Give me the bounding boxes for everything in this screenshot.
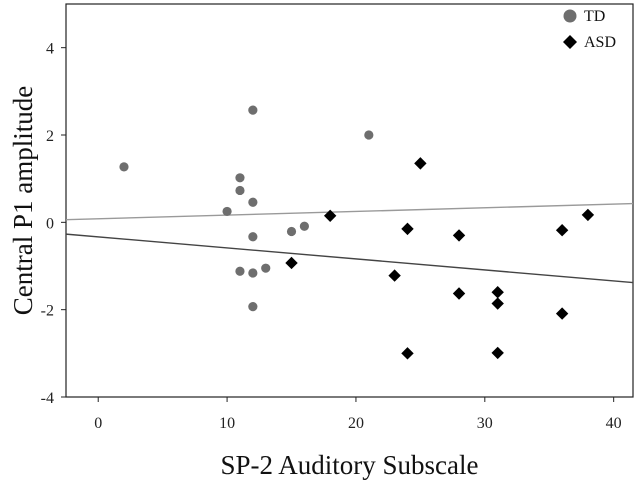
- point-asd: [285, 256, 298, 270]
- point-asd: [491, 286, 504, 299]
- fit-line-asd: [65, 233, 634, 284]
- point-asd: [491, 346, 504, 360]
- legend-label-td: TD: [584, 8, 605, 25]
- y-tick-label: 4: [46, 41, 54, 58]
- y-tick-label: -2: [41, 303, 54, 320]
- x-tick-label: 10: [219, 415, 235, 432]
- data-points: [119, 105, 595, 360]
- point-asd: [323, 209, 337, 222]
- point-td: [235, 185, 245, 196]
- point-td: [248, 105, 258, 115]
- x-tick-label: 0: [94, 415, 102, 432]
- legend-marker-td: [563, 9, 577, 23]
- x-axis-title: SP-2 Auditory Subscale: [220, 450, 478, 480]
- point-asd: [401, 347, 414, 360]
- point-asd: [452, 287, 466, 300]
- plot-border: [65, 3, 634, 398]
- x-tick-label: 40: [606, 415, 622, 432]
- point-td: [286, 226, 297, 237]
- x-tick-label: 30: [477, 415, 493, 432]
- point-td: [299, 221, 309, 231]
- x-axis-ticks: 0 10 20 30 40: [94, 397, 622, 432]
- x-tick-label: 20: [348, 415, 364, 432]
- point-asd: [581, 208, 595, 222]
- plot-frame: [65, 3, 634, 398]
- y-tick-label: -4: [41, 390, 54, 407]
- point-asd: [452, 229, 466, 242]
- point-td: [248, 268, 258, 278]
- y-tick-label: 0: [46, 215, 54, 232]
- point-asd: [555, 223, 569, 237]
- point-td: [235, 266, 245, 276]
- point-td: [248, 197, 258, 207]
- point-td: [248, 232, 258, 242]
- point-td: [261, 263, 271, 273]
- point-td: [222, 206, 232, 217]
- y-tick-label: 2: [46, 128, 54, 145]
- point-asd: [388, 269, 401, 282]
- fit-line-td: [65, 202, 634, 221]
- point-td: [364, 130, 374, 140]
- point-asd: [491, 297, 504, 310]
- legend: TD ASD: [563, 8, 616, 51]
- legend-marker-asd: [563, 35, 577, 49]
- point-asd: [414, 157, 427, 170]
- point-td: [235, 173, 245, 183]
- y-axis-title: Central P1 amplitude: [8, 86, 38, 315]
- legend-label-asd: ASD: [584, 34, 616, 51]
- regression-lines: [65, 202, 634, 284]
- point-asd: [401, 222, 414, 236]
- point-td: [248, 302, 258, 312]
- point-td: [119, 162, 129, 172]
- y-axis-ticks: -4 -2 0 2 4: [41, 41, 66, 407]
- point-asd: [555, 307, 569, 320]
